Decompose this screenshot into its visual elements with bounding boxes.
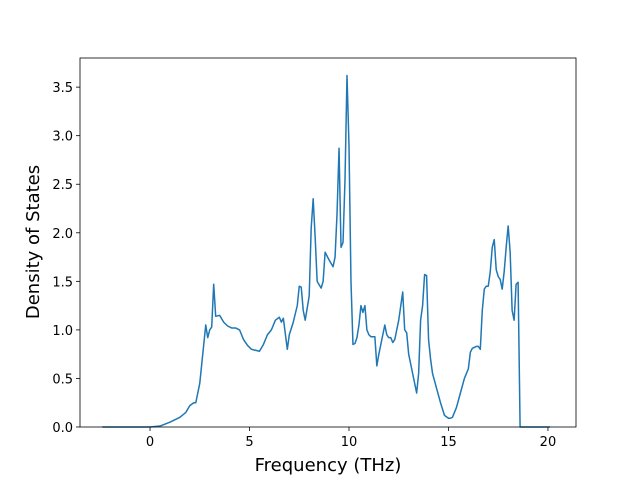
y-tick-label: 0.0 xyxy=(52,421,73,436)
y-tick-label: 3.0 xyxy=(52,130,73,145)
y-tick-label: 2.5 xyxy=(52,178,73,193)
y-tick-label: 2.0 xyxy=(52,227,73,242)
y-tick-label: 1.0 xyxy=(52,324,73,339)
y-tick-label: 3.5 xyxy=(52,81,73,96)
x-tick-label: 10 xyxy=(341,435,358,450)
axes-frame xyxy=(79,57,577,428)
y-tick-label: 0.5 xyxy=(52,372,73,387)
x-axis-label: Frequency (THz) xyxy=(255,455,402,476)
x-tick-label: 20 xyxy=(540,435,557,450)
density-line xyxy=(102,74,550,428)
x-tick-label: 0 xyxy=(146,435,154,450)
y-axis-label: Density of States xyxy=(23,165,44,319)
x-tick-label: 5 xyxy=(245,435,253,450)
y-tick-label: 1.5 xyxy=(52,275,73,290)
x-tick-label: 15 xyxy=(440,435,457,450)
